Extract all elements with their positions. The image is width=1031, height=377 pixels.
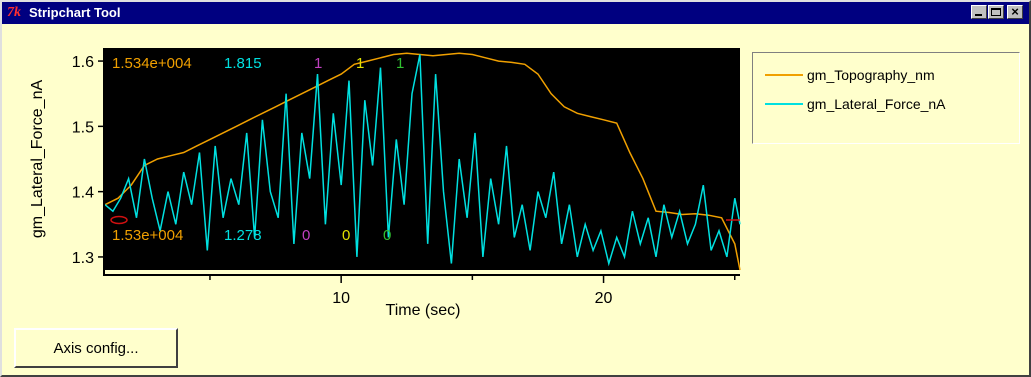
y-tick-label: 1.3 — [72, 250, 94, 267]
readout-top-a: 1 — [314, 55, 322, 72]
readout-bottom-c: 0 — [383, 227, 391, 244]
y-axis-label: gm_Lateral_Force_nA — [29, 80, 46, 239]
x-tick-label: 10 — [332, 290, 350, 307]
minimize-icon — [975, 14, 982, 16]
readout-bottom-topography: 1.53e+004 — [112, 227, 183, 244]
stripchart-plot[interactable]: 1.31.41.51.610 20 1.534e+004 1.815 1 1 1 … — [2, 24, 747, 324]
y-tick-label: 1.5 — [72, 119, 94, 136]
y-tick-label: 1.4 — [72, 185, 94, 202]
readout-top-b: 1 — [356, 55, 364, 72]
readout-bottom-b: 0 — [342, 227, 350, 244]
readout-bottom-force: 1.278 — [224, 227, 262, 244]
maximize-button[interactable] — [988, 5, 1004, 19]
maximize-icon — [991, 8, 1001, 16]
readout-top-topography: 1.534e+004 — [112, 55, 192, 72]
x-axis-label: Time (sec) — [386, 302, 461, 319]
readout-bottom-a: 0 — [302, 227, 310, 244]
series-line-0 — [104, 52, 741, 271]
legend-item-lateral-force[interactable]: gm_Lateral_Force_nA — [753, 93, 1021, 115]
legend-label-topography: gm_Topography_nm — [807, 67, 935, 83]
legend-item-topography[interactable]: gm_Topography_nm — [753, 64, 1021, 86]
y-tick-label: 1.6 — [72, 54, 94, 71]
close-button[interactable]: × — [1007, 4, 1023, 19]
marker-ellipse-icon — [110, 215, 128, 225]
readout-top-c: 1 — [396, 55, 404, 72]
readout-top-force: 1.815 — [224, 55, 262, 72]
tk-logo-icon: 7k — [7, 5, 21, 20]
x-tick-label: 20 — [595, 290, 613, 307]
orange-line-icon — [765, 74, 803, 76]
close-icon: × — [1011, 4, 1019, 19]
main-panel: 1.3 1.4 1.5 1.6 10 20 1.534e+004 1.815 1 1 1 … — [2, 24, 1029, 375]
window-title: Stripchart Tool — [29, 5, 121, 20]
axis-config-button[interactable]: Axis config... — [14, 328, 178, 368]
minimize-button[interactable] — [971, 5, 987, 19]
series-line-1 — [104, 54, 741, 267]
legend-label-lateral-force: gm_Lateral_Force_nA — [807, 96, 946, 112]
cyan-line-icon — [765, 103, 803, 105]
title-bar[interactable]: 7k Stripchart Tool × — [2, 2, 1029, 24]
plot-area[interactable] — [105, 48, 740, 270]
legend: gm_Topography_nm gm_Lateral_Force_nA — [752, 52, 1020, 144]
